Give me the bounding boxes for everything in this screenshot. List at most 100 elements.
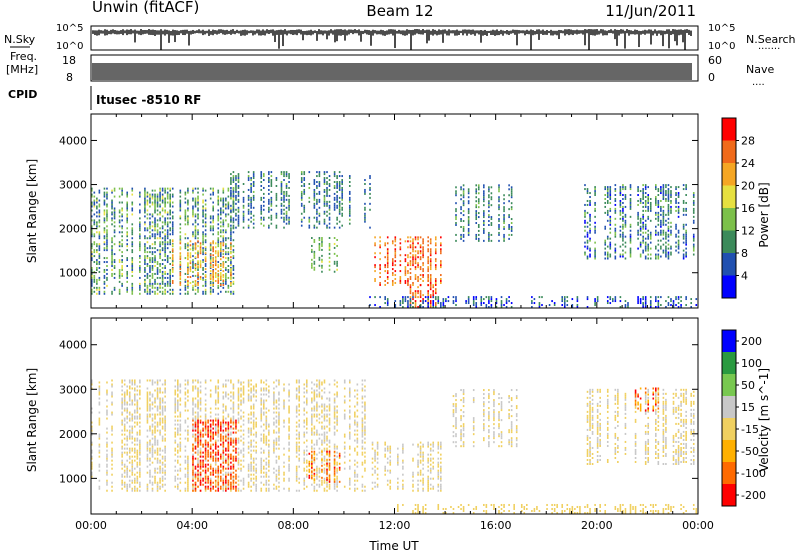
data-cell bbox=[341, 192, 343, 195]
data-cell bbox=[225, 245, 227, 248]
data-cell bbox=[174, 389, 177, 392]
data-cell bbox=[146, 447, 149, 450]
data-cell bbox=[404, 254, 407, 257]
data-cell bbox=[146, 290, 149, 293]
data-cell bbox=[657, 190, 660, 193]
data-cell bbox=[434, 292, 437, 295]
data-cell bbox=[589, 196, 591, 198]
data-cell bbox=[159, 403, 161, 406]
data-cell bbox=[202, 237, 204, 240]
data-cell bbox=[508, 237, 510, 240]
data-cell bbox=[642, 201, 644, 204]
data-cell bbox=[187, 207, 189, 210]
data-cell bbox=[364, 192, 366, 195]
data-cell bbox=[179, 280, 182, 283]
data-cell bbox=[91, 449, 93, 452]
data-cell bbox=[614, 255, 617, 258]
data-cell bbox=[667, 197, 670, 200]
data-cell bbox=[627, 304, 629, 307]
data-cell bbox=[649, 201, 652, 204]
data-cell bbox=[209, 288, 212, 291]
data-cell bbox=[222, 286, 225, 289]
data-cell bbox=[637, 194, 639, 197]
data-cell bbox=[212, 276, 214, 279]
data-cell bbox=[149, 266, 151, 269]
data-cell bbox=[131, 268, 134, 271]
data-cell bbox=[391, 274, 394, 277]
data-cell bbox=[179, 399, 182, 402]
data-cell bbox=[154, 477, 156, 480]
data-cell bbox=[589, 249, 591, 252]
data-cell bbox=[128, 451, 131, 454]
data-cell bbox=[149, 409, 151, 412]
data-cell bbox=[156, 483, 159, 486]
data-cell bbox=[303, 190, 306, 193]
data-cell bbox=[219, 253, 222, 256]
data-cell bbox=[230, 179, 232, 182]
data-cell bbox=[434, 264, 437, 267]
data-cell bbox=[232, 239, 235, 242]
data-cell bbox=[660, 239, 662, 242]
data-cell bbox=[219, 209, 222, 212]
data-cell bbox=[629, 235, 632, 238]
data-cell bbox=[214, 262, 217, 265]
data-cell bbox=[103, 241, 106, 244]
data-cell bbox=[232, 268, 235, 271]
data-cell bbox=[219, 207, 222, 210]
data-cell bbox=[498, 186, 500, 189]
data-cell bbox=[164, 391, 166, 394]
data-cell bbox=[313, 206, 316, 209]
data-cell bbox=[629, 225, 632, 228]
data-cell bbox=[662, 186, 665, 189]
data-cell bbox=[174, 391, 177, 394]
data-cell bbox=[93, 223, 96, 226]
data-cell bbox=[139, 481, 141, 484]
data-cell bbox=[169, 229, 172, 232]
data-cell bbox=[111, 274, 113, 277]
data-cell bbox=[133, 395, 136, 398]
data-cell bbox=[655, 211, 657, 214]
cpid-value: Itusec -8510 RF bbox=[96, 93, 201, 107]
data-cell bbox=[171, 244, 174, 247]
data-cell bbox=[184, 217, 187, 220]
data-cell bbox=[667, 243, 670, 246]
data-cell bbox=[197, 280, 199, 283]
data-cell bbox=[96, 205, 98, 208]
data-cell bbox=[151, 483, 154, 486]
data-cell bbox=[144, 257, 146, 260]
data-cell bbox=[260, 171, 263, 174]
data-cell bbox=[589, 213, 591, 216]
data-cell bbox=[606, 190, 609, 193]
data-cell bbox=[662, 223, 665, 226]
data-cell bbox=[288, 177, 290, 180]
data-cell bbox=[161, 195, 164, 198]
data-cell bbox=[333, 270, 336, 273]
data-cell bbox=[146, 453, 149, 456]
data-cell bbox=[677, 186, 680, 189]
data-cell bbox=[212, 260, 214, 263]
data-cell bbox=[121, 419, 123, 422]
data-cell bbox=[655, 247, 657, 250]
data-cell bbox=[606, 213, 609, 216]
data-cell bbox=[247, 210, 250, 213]
data-cell bbox=[91, 471, 93, 474]
data-cell bbox=[164, 449, 166, 452]
data-cell bbox=[677, 231, 680, 234]
data-cell bbox=[217, 227, 220, 230]
data-cell bbox=[589, 199, 591, 202]
data-cell bbox=[394, 304, 397, 307]
data-cell bbox=[144, 227, 146, 230]
data-cell bbox=[139, 257, 141, 260]
power-ylabel: Slant Range [km] bbox=[25, 159, 39, 263]
data-cell bbox=[144, 199, 146, 202]
data-cell bbox=[169, 205, 172, 208]
data-cell bbox=[149, 459, 151, 462]
data-cell bbox=[230, 272, 232, 275]
data-cell bbox=[667, 225, 670, 228]
data-cell bbox=[91, 253, 93, 256]
data-cell bbox=[164, 259, 166, 262]
data-cell bbox=[235, 188, 237, 191]
data-cell bbox=[217, 278, 220, 281]
data-cell bbox=[622, 215, 624, 218]
data-cell bbox=[409, 240, 412, 243]
